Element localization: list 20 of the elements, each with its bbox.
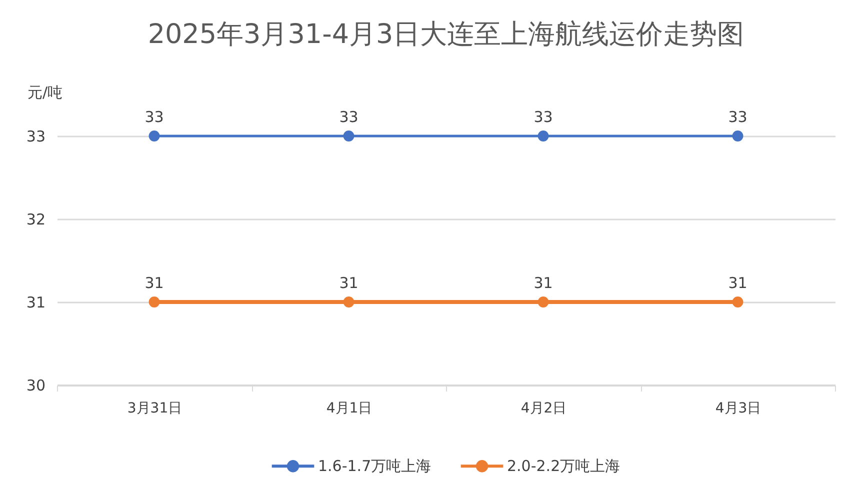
x-tick-label: 3月31日 xyxy=(127,400,182,416)
data-label: 33 xyxy=(144,108,164,126)
y-tick-label: 31 xyxy=(26,294,46,312)
data-label: 31 xyxy=(534,274,553,292)
data-label: 33 xyxy=(339,108,358,126)
data-label: 31 xyxy=(339,274,358,292)
data-label: 31 xyxy=(728,274,748,292)
y-tick-label: 33 xyxy=(26,128,46,146)
y-axis-title: 元/吨 xyxy=(28,84,63,102)
x-tick-label: 4月3日 xyxy=(715,400,762,416)
x-tick-label: 4月2日 xyxy=(520,400,567,416)
legend-label: 2.0-2.2万吨上海 xyxy=(507,457,620,476)
chart-title: 2025年3月31-4月3日大连至上海航线运价走势图 xyxy=(148,19,744,50)
y-tick-label: 30 xyxy=(26,376,46,394)
y-tick-label: 32 xyxy=(26,210,46,228)
data-label: 31 xyxy=(144,274,164,292)
data-label: 33 xyxy=(728,108,748,126)
x-tick-label: 4月1日 xyxy=(326,400,372,416)
data-label: 33 xyxy=(534,108,553,126)
legend-label: 1.6-1.7万吨上海 xyxy=(318,457,432,476)
